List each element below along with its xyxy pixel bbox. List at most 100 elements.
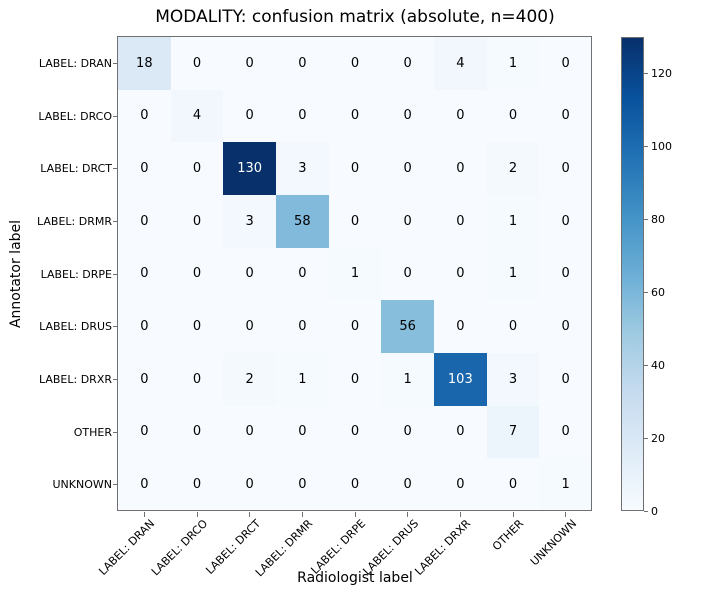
heatmap-cell: 0 <box>328 458 382 511</box>
tick-mark <box>113 378 118 380</box>
tick-mark <box>644 218 648 220</box>
heatmap-cell: 0 <box>328 142 382 195</box>
heatmap-cell: 0 <box>381 405 434 459</box>
heatmap-cell: 0 <box>381 89 434 143</box>
heatmap-cell: 0 <box>118 405 171 459</box>
y-tick-label: LABEL: DRAN <box>38 56 112 70</box>
heatmap-cell: 18 <box>118 37 171 90</box>
heatmap-cell: 0 <box>170 37 224 90</box>
heatmap-cell: 0 <box>223 37 276 90</box>
colorbar-tick-label: 0 <box>651 504 658 518</box>
heatmap-cell: 0 <box>118 195 171 248</box>
tick-mark <box>113 484 118 486</box>
heatmap-cell: 0 <box>118 89 171 143</box>
heatmap-cell: 1 <box>328 247 382 301</box>
heatmap-cell: 0 <box>118 142 171 195</box>
heatmap-grid: 18 0 0 0 0 0 4 1 0 0 4 0 0 0 0 0 0 0 0 0 130 3 0 0 0 2 0 0 0 3 58 0 0 0 1 0… <box>118 37 592 511</box>
tick-mark <box>644 72 648 74</box>
tick-mark <box>459 512 461 517</box>
heatmap-cell: 0 <box>434 247 487 301</box>
heatmap-cell: 0 <box>434 300 487 353</box>
colorbar <box>621 37 644 511</box>
tick-mark <box>143 512 145 517</box>
colorbar-tick-label: 20 <box>651 431 665 445</box>
heatmap-cell: 0 <box>328 89 382 143</box>
heatmap-cell: 56 <box>381 300 434 353</box>
chart-title: MODALITY: confusion matrix (absolute, n=… <box>155 7 555 27</box>
tick-mark <box>644 364 648 366</box>
heatmap-cell: 0 <box>539 300 592 353</box>
heatmap-cell: 1 <box>276 353 329 406</box>
tick-mark <box>644 437 648 439</box>
heatmap-cell: 3 <box>276 142 329 195</box>
tick-mark <box>113 115 118 117</box>
heatmap-cell: 1 <box>486 37 540 90</box>
heatmap-cell: 0 <box>170 195 224 248</box>
tick-mark <box>113 431 118 433</box>
tick-mark <box>301 512 303 517</box>
heatmap-cell: 1 <box>539 458 592 511</box>
heatmap-cell: 0 <box>276 405 329 459</box>
heatmap-cell: 0 <box>276 458 329 511</box>
y-tick-label: LABEL: DRUS <box>39 320 112 334</box>
tick-mark <box>644 145 648 147</box>
heatmap-cell: 0 <box>486 458 540 511</box>
heatmap-cell: 103 <box>434 353 487 406</box>
heatmap-cell: 0 <box>381 195 434 248</box>
heatmap-cell: 0 <box>539 353 592 406</box>
heatmap-cell: 0 <box>118 353 171 406</box>
heatmap-cell: 0 <box>223 89 276 143</box>
heatmap-cell: 0 <box>539 405 592 459</box>
heatmap-cell: 0 <box>223 405 276 459</box>
heatmap-cell: 1 <box>381 353 434 406</box>
heatmap-cell: 130 <box>223 142 276 195</box>
heatmap-cell: 0 <box>539 37 592 90</box>
heatmap-cell: 0 <box>381 37 434 90</box>
heatmap-cell: 0 <box>381 142 434 195</box>
tick-mark <box>565 512 567 517</box>
heatmap-cell: 0 <box>170 405 224 459</box>
tick-mark <box>113 326 118 328</box>
heatmap-cell: 2 <box>223 353 276 406</box>
heatmap-cell: 0 <box>539 247 592 301</box>
heatmap-cell: 0 <box>118 247 171 301</box>
heatmap-cell: 1 <box>486 195 540 248</box>
heatmap-cell: 0 <box>539 195 592 248</box>
heatmap-cell: 7 <box>486 405 540 459</box>
heatmap-cell: 3 <box>486 353 540 406</box>
heatmap-cell: 0 <box>381 247 434 301</box>
heatmap-cell: 0 <box>434 89 487 143</box>
heatmap-cell: 0 <box>434 142 487 195</box>
heatmap-cell: 0 <box>328 353 382 406</box>
tick-mark <box>407 512 409 517</box>
colorbar-tick-label: 80 <box>651 212 665 226</box>
heatmap-cell: 0 <box>276 89 329 143</box>
heatmap-cell: 0 <box>223 247 276 301</box>
x-axis-label: Radiologist label <box>297 570 413 586</box>
heatmap-cell: 0 <box>328 300 382 353</box>
y-tick-label: LABEL: DRMR <box>37 214 112 228</box>
heatmap-cell: 0 <box>539 89 592 143</box>
heatmap-cell: 1 <box>486 247 540 301</box>
tick-mark <box>113 168 118 170</box>
y-tick-label: LABEL: DRCO <box>38 109 112 123</box>
tick-mark <box>113 220 118 222</box>
heatmap-cell: 0 <box>223 300 276 353</box>
heatmap-cell: 0 <box>170 300 224 353</box>
heatmap-cell: 0 <box>328 405 382 459</box>
heatmap-cell: 0 <box>434 195 487 248</box>
heatmap-cell: 0 <box>328 195 382 248</box>
heatmap-cell: 0 <box>170 247 224 301</box>
y-tick-label: OTHER <box>73 425 112 439</box>
heatmap-cell: 0 <box>381 458 434 511</box>
heatmap-cell: 0 <box>486 300 540 353</box>
tick-mark <box>196 512 198 517</box>
colorbar-tick-label: 100 <box>651 139 672 153</box>
heatmap-cell: 0 <box>276 37 329 90</box>
heatmap-cell: 0 <box>223 458 276 511</box>
y-tick-label: LABEL: DRCT <box>40 162 112 176</box>
y-tick-label: UNKNOWN <box>52 478 113 492</box>
heatmap-cell: 58 <box>276 195 329 248</box>
tick-mark <box>644 510 648 512</box>
